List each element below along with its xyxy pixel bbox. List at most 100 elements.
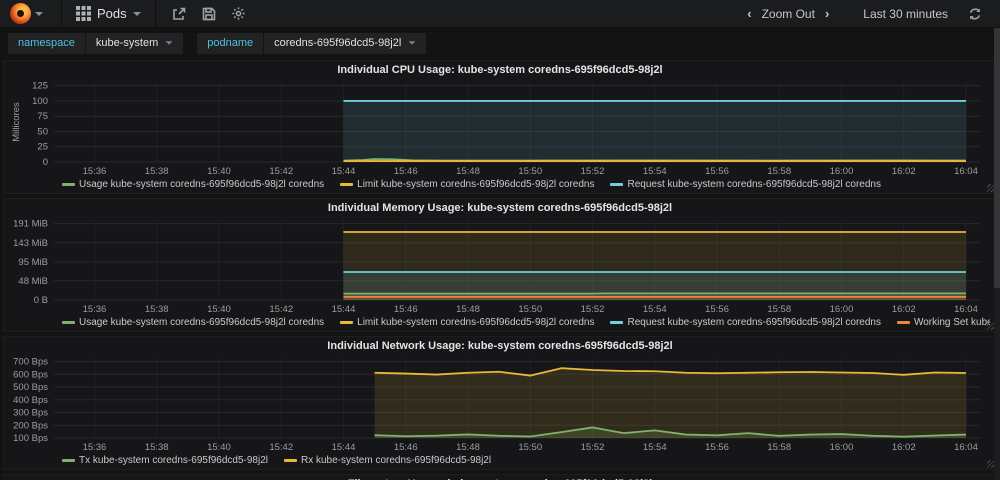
legend-series-label: Request kube-system coredns-695f96dcd5-9… [627, 317, 881, 328]
legend-item[interactable]: Usage kube-system coredns-695f96dcd5-98j… [62, 179, 324, 190]
svg-text:15:48: 15:48 [456, 304, 480, 315]
time-shift-back-button[interactable]: ‹ [747, 6, 752, 21]
memory-usage-chart[interactable]: 0 B 48 MiB 95 MiB 143 MiB 191 MiB 15:36 15:38 1… [10, 216, 988, 316]
svg-text:16:04: 16:04 [954, 442, 978, 453]
time-range-picker[interactable]: Last 30 minutes [839, 7, 954, 21]
svg-text:143 MiB: 143 MiB [13, 238, 48, 249]
svg-text:100 Bps: 100 Bps [13, 433, 48, 444]
template-variables-row: namespace kube-system podname coredns-69… [0, 28, 1000, 58]
cpu-usage-chart[interactable]: 0 25 50 75 100 125 15:36 15:38 15:40 15:42 15:44 15… [10, 78, 988, 178]
legend-item[interactable]: Request kube-system coredns-695f96dcd5-9… [610, 179, 881, 190]
svg-text:15:52: 15:52 [581, 304, 605, 315]
chevron-down-icon [35, 11, 43, 16]
legend-item[interactable]: Limit kube-system coredns-695f96dcd5-98j… [340, 317, 594, 328]
legend-item[interactable]: Rx kube-system coredns-695f96dcd5-98j2l [283, 455, 492, 466]
dashboard-picker[interactable]: Pods [70, 6, 147, 21]
legend-series-label: Limit kube-system coredns-695f96dcd5-98j… [357, 179, 595, 190]
legend-series-color [62, 183, 75, 186]
svg-text:15:44: 15:44 [332, 166, 356, 177]
svg-text:15:36: 15:36 [83, 166, 107, 177]
top-navbar: Pods ‹ Zoom Out › Last 30 minutes [0, 0, 1000, 28]
svg-text:15:58: 15:58 [767, 304, 791, 315]
svg-text:15:56: 15:56 [705, 304, 729, 315]
variable-namespace-value-dropdown[interactable]: kube-system [85, 32, 184, 54]
svg-text:15:48: 15:48 [456, 442, 480, 453]
refresh-button[interactable] [962, 1, 988, 27]
grafana-menu[interactable] [10, 3, 53, 24]
share-icon [172, 7, 185, 20]
variable-namespace-label: namespace [8, 32, 85, 54]
svg-text:15:54: 15:54 [643, 442, 667, 453]
svg-text:15:58: 15:58 [767, 166, 791, 177]
svg-text:48 MiB: 48 MiB [18, 276, 48, 287]
variable-podname-label: podname [197, 32, 264, 54]
svg-text:15:52: 15:52 [581, 442, 605, 453]
legend-series-label: Limit kube-system coredns-695f96dcd5-98j… [357, 317, 595, 328]
svg-text:50: 50 [37, 126, 48, 137]
svg-text:16:00: 16:00 [830, 166, 854, 177]
divider [61, 0, 62, 28]
legend-series-label: Rx kube-system coredns-695f96dcd5-98j2l [300, 455, 492, 466]
svg-text:700 Bps: 700 Bps [13, 357, 48, 368]
grafana-logo-icon [10, 3, 31, 24]
variable-namespace-value: kube-system [95, 37, 159, 49]
svg-text:15:40: 15:40 [207, 442, 231, 453]
svg-text:15:50: 15:50 [518, 442, 542, 453]
dashboard-area: Individual CPU Usage: kube-system coredn… [0, 58, 1000, 480]
svg-text:15:54: 15:54 [643, 166, 667, 177]
svg-text:500 Bps: 500 Bps [13, 382, 48, 393]
svg-text:15:48: 15:48 [456, 166, 480, 177]
legend-series-color [610, 183, 624, 186]
svg-text:15:38: 15:38 [145, 166, 169, 177]
svg-text:75: 75 [37, 111, 48, 122]
svg-text:16:04: 16:04 [954, 304, 978, 315]
svg-text:95 MiB: 95 MiB [18, 257, 48, 268]
panel-title-memory[interactable]: Individual Memory Usage: kube-system cor… [327, 202, 673, 214]
time-shift-forward-button[interactable]: › [824, 6, 830, 21]
divider [154, 0, 156, 28]
svg-text:16:00: 16:00 [830, 304, 854, 315]
svg-text:15:42: 15:42 [269, 442, 293, 453]
settings-button[interactable] [226, 1, 252, 27]
legend-item[interactable]: Limit kube-system coredns-695f96dcd5-98j… [340, 179, 594, 190]
svg-text:15:58: 15:58 [767, 442, 791, 453]
legend-item[interactable]: Usage kube-system coredns-695f96dcd5-98j… [62, 317, 324, 328]
svg-text:15:40: 15:40 [207, 166, 231, 177]
svg-text:15:56: 15:56 [705, 166, 729, 177]
refresh-icon [969, 7, 981, 20]
memory-legend: Usage kube-system coredns-695f96dcd5-98j… [62, 316, 990, 329]
svg-text:15:50: 15:50 [518, 304, 542, 315]
network-legend: Tx kube-system coredns-695f96dcd5-98j2l R… [62, 454, 990, 467]
legend-item[interactable]: Request kube-system coredns-695f96dcd5-9… [610, 317, 881, 328]
legend-series-color [62, 321, 75, 324]
panel-resize-handle[interactable] [987, 460, 995, 468]
panel-title-filesystem[interactable]: Filesystem Usage: kube-system coredns-69… [10, 477, 990, 480]
panel-title-cpu[interactable]: Individual CPU Usage: kube-system coredn… [337, 64, 663, 76]
svg-text:16:00: 16:00 [830, 442, 854, 453]
panel-resize-handle[interactable] [987, 322, 995, 330]
save-button[interactable] [196, 1, 222, 27]
chevron-down-icon [165, 41, 173, 45]
svg-text:15:42: 15:42 [269, 304, 293, 315]
legend-item[interactable]: Tx kube-system coredns-695f96dcd5-98j2l [62, 455, 268, 466]
network-usage-chart[interactable]: 100 Bps 200 Bps 300 Bps 400 Bps 500 Bps 600 B… [10, 354, 988, 454]
scrollbar-thumb[interactable] [994, 28, 1000, 288]
panel-network-usage: Individual Network Usage: kube-system co… [3, 336, 997, 470]
grid-icon [76, 6, 91, 21]
panel-cpu-usage: Individual CPU Usage: kube-system coredn… [3, 60, 997, 194]
svg-text:200 Bps: 200 Bps [13, 420, 48, 431]
svg-text:15:40: 15:40 [207, 304, 231, 315]
panel-title-network[interactable]: Individual Network Usage: kube-system co… [327, 340, 673, 352]
panel-resize-handle[interactable] [987, 184, 995, 192]
svg-text:16:02: 16:02 [892, 166, 916, 177]
svg-text:25: 25 [37, 142, 48, 153]
legend-series-color [340, 183, 354, 186]
legend-item[interactable]: Working Set kube-system coredns-695f96dc… [896, 317, 990, 328]
svg-text:15:38: 15:38 [145, 304, 169, 315]
navbar-right: ‹ Zoom Out › Last 30 minutes [743, 1, 990, 27]
variable-podname-value-dropdown[interactable]: coredns-695f96dcd5-98j2l [264, 32, 427, 54]
page-scrollbar[interactable] [994, 28, 1000, 480]
share-button[interactable] [166, 1, 192, 27]
zoom-out-button[interactable]: Zoom Out [761, 6, 815, 21]
